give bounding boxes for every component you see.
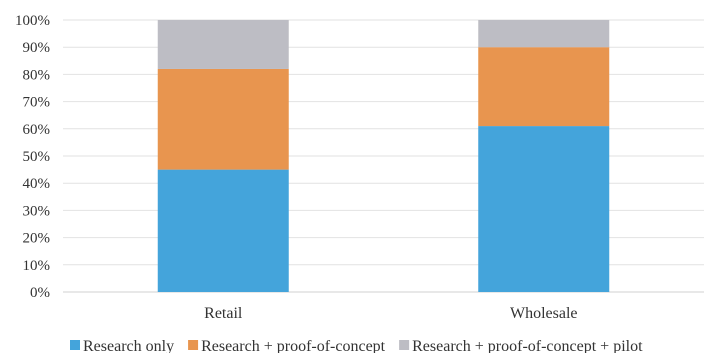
legend-label: Research + proof-of-concept bbox=[201, 338, 386, 353]
x-category-label: Wholesale bbox=[510, 305, 578, 322]
bar-segment-wholesale-series-0 bbox=[478, 126, 610, 292]
y-tick-label: 20% bbox=[23, 231, 51, 247]
y-tick-label: 30% bbox=[23, 203, 51, 219]
y-tick-label: 90% bbox=[23, 40, 51, 56]
y-tick-label: 70% bbox=[23, 95, 51, 111]
legend-swatch bbox=[188, 340, 199, 350]
bar-segment-wholesale-series-2 bbox=[478, 20, 610, 48]
bar-segment-retail-series-2 bbox=[157, 20, 289, 69]
x-category-label: Retail bbox=[204, 305, 243, 322]
legend-swatch bbox=[399, 340, 410, 350]
legend-label: Research only bbox=[83, 338, 174, 353]
y-tick-label: 10% bbox=[23, 258, 51, 274]
legend-swatch bbox=[70, 340, 80, 350]
y-tick-label: 0% bbox=[30, 285, 50, 301]
legend-label: Research + proof-of-concept + pilot bbox=[412, 338, 643, 353]
y-tick-label: 60% bbox=[23, 122, 51, 138]
bar-segment-retail-series-0 bbox=[157, 169, 289, 292]
y-tick-label: 100% bbox=[15, 13, 50, 29]
y-tick-label: 80% bbox=[23, 67, 51, 83]
y-tick-label: 50% bbox=[23, 149, 51, 165]
bar-segment-retail-series-1 bbox=[157, 68, 289, 170]
bar-segment-wholesale-series-1 bbox=[478, 47, 610, 127]
y-tick-label: 40% bbox=[23, 176, 51, 192]
